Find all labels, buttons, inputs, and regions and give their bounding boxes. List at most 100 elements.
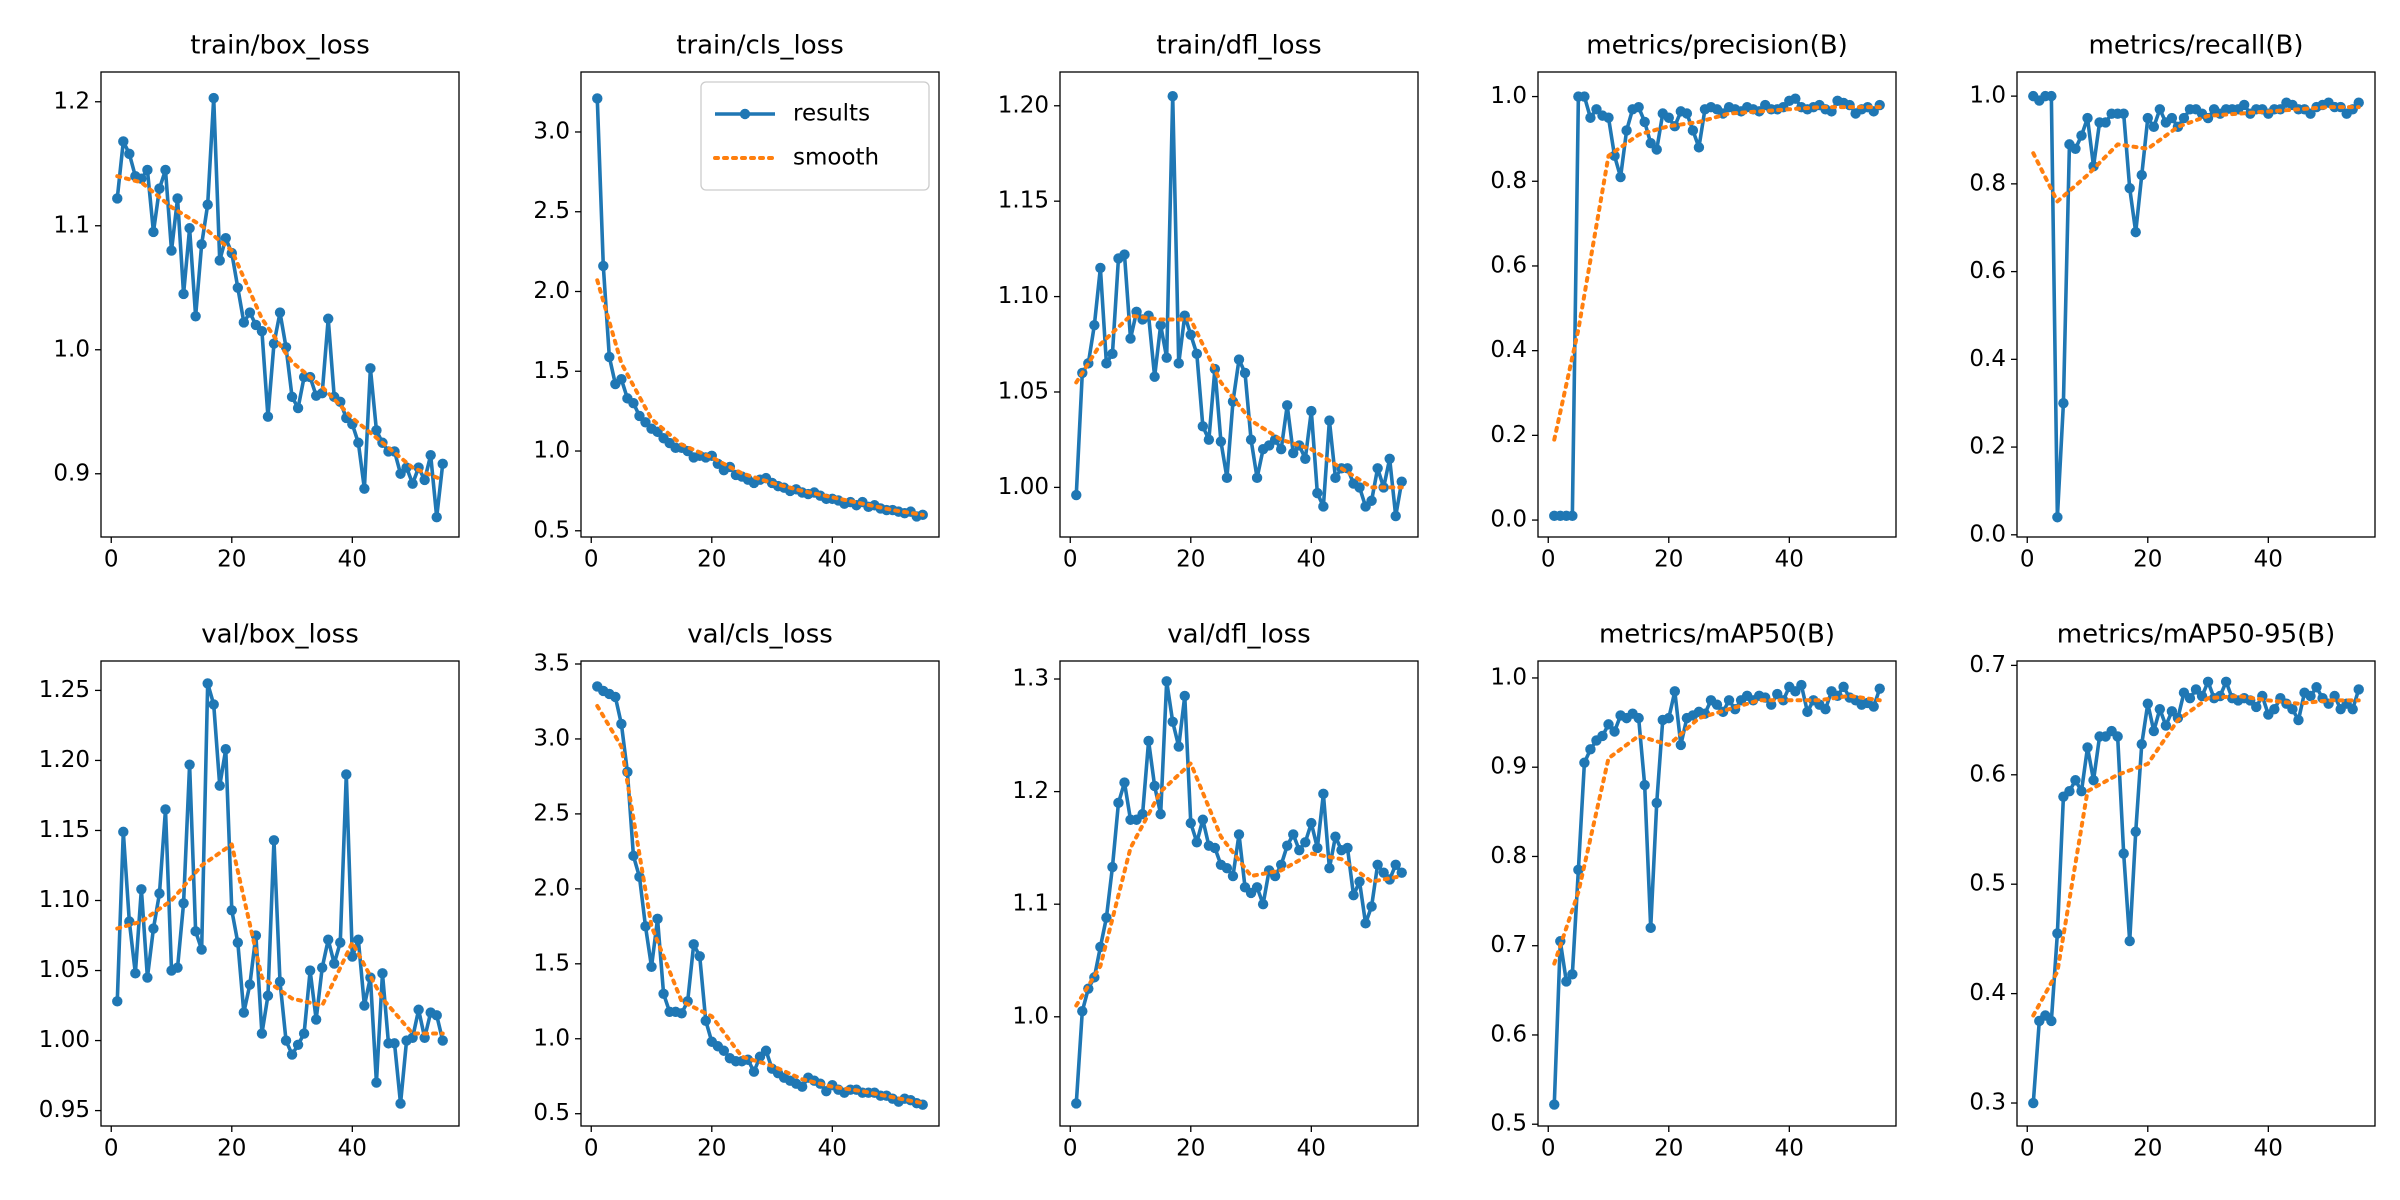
subplot-title: val/box_loss bbox=[201, 620, 359, 650]
smooth-line bbox=[2031, 105, 2361, 204]
point bbox=[377, 968, 388, 979]
point bbox=[214, 255, 225, 266]
point bbox=[431, 511, 442, 523]
point bbox=[262, 990, 274, 1001]
point bbox=[329, 958, 340, 969]
point bbox=[2130, 226, 2141, 238]
point bbox=[1221, 472, 1233, 484]
point bbox=[1101, 358, 1112, 369]
point bbox=[1125, 333, 1136, 344]
point bbox=[2088, 775, 2099, 786]
subplot-title: val/dfl_loss bbox=[1167, 620, 1310, 650]
point bbox=[628, 850, 639, 862]
axes-frame bbox=[100, 660, 460, 1127]
smooth-line bbox=[1074, 761, 1404, 1008]
subplot-title: train/box_loss bbox=[190, 31, 370, 61]
point bbox=[1251, 472, 1263, 484]
smooth-line bbox=[1552, 105, 1882, 442]
point bbox=[1354, 482, 1365, 493]
x-tick-label: 40 bbox=[2254, 547, 2283, 573]
point bbox=[718, 1045, 730, 1056]
y-tick-label: 0.0 bbox=[1490, 507, 1527, 533]
point bbox=[304, 965, 316, 976]
point bbox=[1579, 757, 1590, 768]
y-tick-label: 2.5 bbox=[533, 198, 570, 224]
plot-area bbox=[1071, 91, 1407, 522]
point bbox=[256, 325, 268, 337]
point bbox=[2028, 1097, 2039, 1109]
point bbox=[220, 232, 231, 244]
y-tick-label: 1.15 bbox=[39, 817, 90, 843]
point bbox=[359, 1000, 370, 1011]
point bbox=[202, 199, 213, 210]
point bbox=[238, 317, 250, 328]
point bbox=[1669, 686, 1681, 697]
point bbox=[335, 937, 346, 948]
point bbox=[1275, 444, 1287, 455]
point bbox=[202, 678, 213, 689]
point bbox=[2184, 693, 2196, 704]
point bbox=[1089, 320, 1100, 331]
point bbox=[646, 961, 657, 973]
point bbox=[118, 826, 129, 838]
point bbox=[1651, 144, 1662, 155]
axes-frame bbox=[1537, 71, 1897, 538]
point bbox=[1167, 716, 1178, 727]
point bbox=[2311, 682, 2322, 693]
point bbox=[2124, 183, 2135, 194]
y-tick-label: 2.0 bbox=[533, 278, 570, 304]
x-tick-label: 0 bbox=[1541, 1136, 1556, 1162]
point bbox=[2118, 848, 2129, 859]
point bbox=[1119, 777, 1130, 788]
point bbox=[2076, 786, 2087, 797]
y-tick-label: 0.3 bbox=[1969, 1090, 2006, 1116]
y-tick-label: 0.8 bbox=[1969, 170, 2006, 196]
point bbox=[1294, 844, 1305, 856]
point bbox=[2287, 703, 2298, 715]
point bbox=[2269, 703, 2280, 715]
point bbox=[1191, 348, 1203, 360]
subplot: val/cls_loss 0.5 1.0 1.5 2.0 2.5 3.0 3.5 0 20 40 bbox=[533, 620, 940, 1162]
subplot-title: train/cls_loss bbox=[676, 31, 844, 61]
y-tick-label: 0.5 bbox=[533, 517, 570, 543]
x-tick-label: 40 bbox=[1775, 547, 1804, 573]
x-tick-label: 20 bbox=[217, 1136, 246, 1162]
point bbox=[371, 425, 382, 436]
axes-frame bbox=[580, 660, 940, 1127]
y-tick-label: 1.0 bbox=[533, 1025, 570, 1051]
point bbox=[2076, 130, 2087, 141]
point bbox=[1663, 112, 1674, 123]
point bbox=[652, 913, 663, 925]
point bbox=[2251, 701, 2262, 713]
point bbox=[1579, 91, 1590, 102]
point bbox=[1167, 91, 1178, 102]
point bbox=[1288, 829, 1299, 840]
x-tick-label: 40 bbox=[1297, 547, 1326, 573]
point bbox=[1203, 434, 1215, 445]
subplot: train/dfl_loss 1.00 1.05 1.10 1.15 1.20 0 20 40 bbox=[998, 31, 1419, 573]
plot-area bbox=[112, 92, 448, 523]
point bbox=[1681, 108, 1693, 119]
y-tick-label: 3.5 bbox=[533, 650, 570, 676]
y-tick-label: 0.2 bbox=[1490, 422, 1527, 448]
y-tick-label: 0.7 bbox=[1969, 652, 2006, 678]
subplot: metrics/precision(B) 0.0 0.2 0.4 0.6 0.8 1.0 0 2… bbox=[1490, 31, 1897, 573]
point bbox=[1633, 101, 1644, 113]
point bbox=[1306, 405, 1317, 417]
point bbox=[220, 744, 231, 755]
point bbox=[1095, 262, 1106, 274]
plot-area bbox=[1549, 679, 1885, 1110]
x-tick-label: 0 bbox=[2020, 1136, 2035, 1162]
point bbox=[1366, 901, 1377, 912]
axes-frame bbox=[1059, 71, 1419, 538]
point bbox=[760, 1045, 772, 1056]
subplot: metrics/mAP50(B) 0.5 0.6 0.7 0.8 0.9 1.0 0 20 40 bbox=[1490, 620, 1897, 1162]
y-tick-label: 1.0 bbox=[1490, 83, 1527, 109]
y-tick-label: 1.00 bbox=[39, 1027, 90, 1053]
point bbox=[2136, 738, 2147, 750]
point bbox=[610, 691, 621, 703]
axes-frame bbox=[100, 71, 460, 538]
plot-area bbox=[592, 93, 928, 522]
point bbox=[431, 1010, 442, 1021]
